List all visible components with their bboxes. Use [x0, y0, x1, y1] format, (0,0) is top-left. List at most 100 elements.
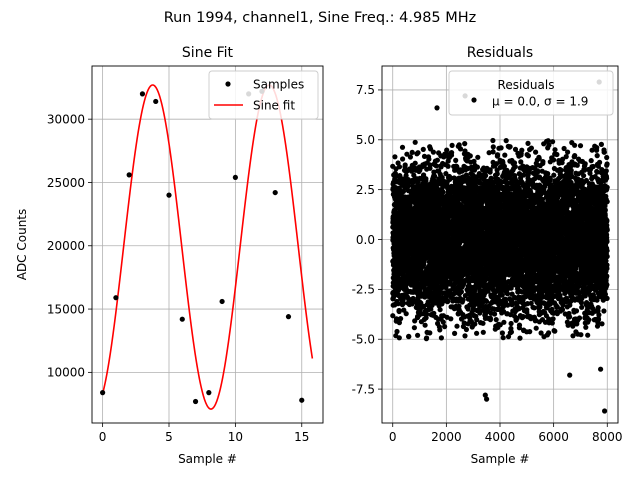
- residual-point: [406, 334, 412, 340]
- residual-point: [498, 145, 504, 151]
- sample-point-9: [219, 298, 225, 305]
- residual-point: [412, 160, 418, 166]
- sine-fit-xtick-label-3: 15: [294, 430, 309, 444]
- residual-point: [493, 317, 499, 323]
- sample-point-0: [100, 390, 106, 396]
- sample-point-1: [113, 295, 119, 301]
- residual-point: [500, 335, 506, 341]
- residual-point: [422, 322, 428, 328]
- residual-point: [396, 308, 402, 315]
- residual-point: [432, 173, 438, 179]
- residuals-points-layer: [390, 79, 610, 414]
- sine-fit-xtick-label-1: 5: [165, 430, 173, 444]
- sample-point-13: [272, 189, 278, 196]
- sine-fit-legend-box: [208, 70, 319, 120]
- sine-fit-frame: [91, 65, 324, 424]
- residual-point: [519, 147, 525, 153]
- residual-point: [415, 150, 421, 156]
- sine-fit-xtick-label-2: 10: [228, 430, 243, 444]
- residual-point: [430, 149, 436, 155]
- residual-point: [427, 330, 433, 336]
- residual-point: [449, 150, 455, 156]
- residual-point: [442, 324, 448, 330]
- sine-fit-xtick-label-0: 0: [99, 430, 107, 444]
- residual-point: [434, 157, 440, 163]
- residual-point: [445, 163, 451, 169]
- sine-fit-legend: Samples Sine fit: [208, 70, 319, 120]
- sample-point-3: [139, 91, 146, 97]
- residual-point: [440, 189, 446, 195]
- sine-fit-curve: [101, 84, 314, 410]
- sine-fit-title: Sine Fit: [182, 45, 234, 61]
- residual-point: [427, 162, 433, 168]
- residual-point: [490, 137, 496, 144]
- residual-point: [507, 144, 513, 150]
- sample-point-6: [179, 316, 185, 322]
- residual-point: [474, 164, 480, 170]
- residual-point: [438, 335, 444, 341]
- legend-fit-label: Sine fit: [253, 99, 295, 113]
- residual-point: [426, 156, 432, 162]
- sine-fit-ytick-label-1: 15000: [47, 302, 85, 316]
- residual-point: [433, 163, 439, 169]
- sine-fit-ytick-label-2: 20000: [47, 239, 85, 253]
- sample-point-7: [192, 398, 199, 405]
- residual-point: [437, 307, 443, 313]
- residual-point: [516, 322, 523, 328]
- residual-point: [490, 149, 496, 155]
- residual-point: [445, 299, 451, 305]
- residual-point: [512, 164, 518, 170]
- residual-point: [480, 329, 486, 335]
- residual-point: [401, 300, 407, 306]
- residuals-title: Residuals: [467, 45, 533, 61]
- residual-point: [420, 146, 426, 152]
- residual-point: [474, 330, 480, 336]
- sample-point-14: [285, 314, 292, 320]
- residual-point: [463, 326, 469, 333]
- residual-point: [421, 153, 428, 159]
- residual-point: [404, 151, 410, 157]
- sample-point-2: [126, 172, 132, 178]
- residual-point: [457, 146, 464, 152]
- residual-point: [411, 172, 417, 178]
- legend-samples-marker: [225, 81, 231, 87]
- residual-point: [412, 139, 418, 145]
- sample-point-10: [232, 174, 238, 181]
- residual-point: [462, 333, 468, 339]
- residual-point: [431, 310, 437, 316]
- residual-point: [415, 332, 421, 338]
- residual-point: [490, 144, 496, 150]
- residual-point: [409, 149, 415, 155]
- residual-point: [440, 319, 446, 325]
- residual-point: [393, 316, 400, 322]
- sine-fit-samples-layer: [100, 88, 305, 405]
- residual-point: [494, 152, 501, 158]
- residual-point: [428, 306, 434, 312]
- residual-point: [517, 335, 523, 341]
- residual-point: [403, 311, 409, 317]
- residual-point: [453, 157, 459, 163]
- sample-point-15: [299, 397, 305, 403]
- residual-point: [392, 154, 398, 160]
- residual-point: [444, 147, 450, 153]
- residual-point: [508, 320, 514, 327]
- residual-point: [499, 330, 505, 336]
- sine-fit-ylabel: ADC Counts: [15, 209, 29, 281]
- residual-point: [505, 291, 511, 297]
- residual-point: [399, 144, 406, 150]
- residual-point: [407, 154, 413, 160]
- residual-point: [424, 335, 430, 341]
- sine-fit-axes: Sine Fit 0 5 10 151000015000200002500030000…: [15, 45, 324, 466]
- legend-samples-label: Samples: [253, 78, 304, 92]
- sample-point-8: [206, 390, 212, 396]
- sine-fit-ytick-label-4: 30000: [47, 112, 85, 126]
- residual-point: [398, 316, 404, 322]
- residual-point: [487, 317, 493, 323]
- residual-point: [494, 171, 500, 177]
- residual-point: [448, 316, 454, 322]
- residual-point: [449, 142, 455, 148]
- residual-point: [396, 164, 403, 170]
- residual-point: [480, 320, 486, 326]
- residual-point: [395, 301, 401, 307]
